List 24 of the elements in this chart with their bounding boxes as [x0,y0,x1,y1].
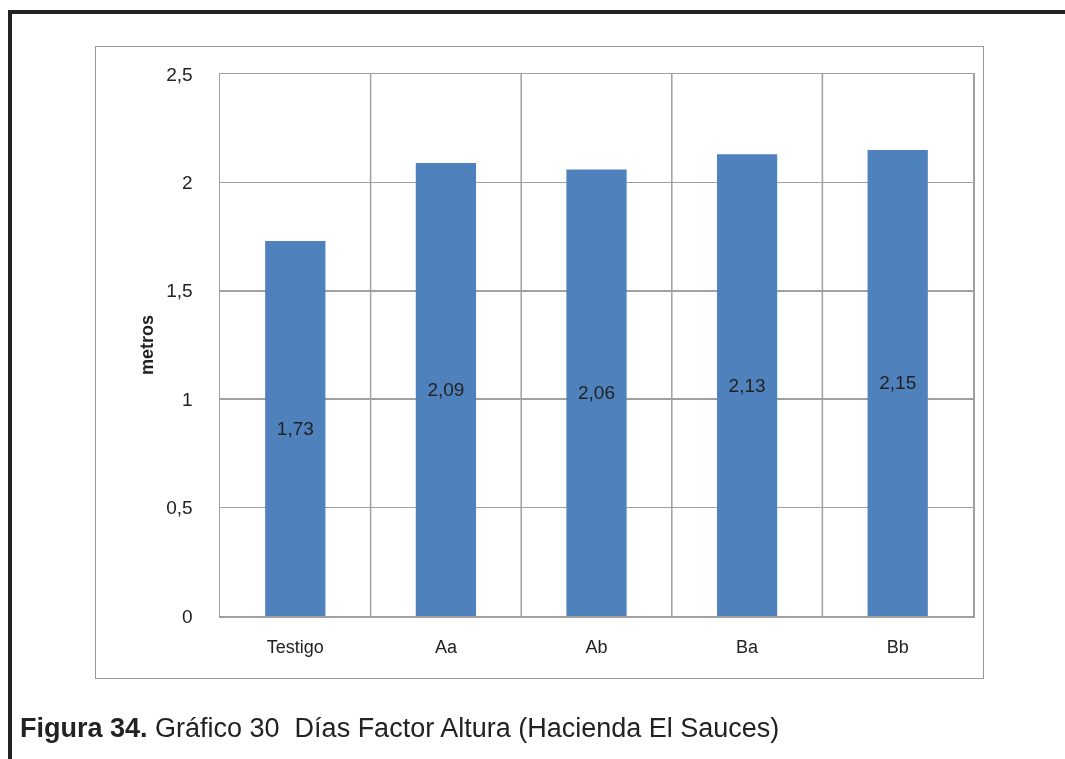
x-tick-label: Bb [886,637,909,658]
x-tick-label: Ab [585,637,608,658]
bar [867,149,928,616]
y-tick-label: 1 [182,388,193,410]
y-tick-label: 1,5 [166,280,193,302]
data-label: 2,15 [879,372,917,394]
data-label: 2,06 [578,382,615,404]
bar [566,169,627,616]
y-axis-title: metros [136,314,157,376]
data-label: 1,73 [276,417,314,439]
text: Gráfico 30 Días Factor Altura (Hacienda El Sauces) [155,713,780,743]
x-tick-label: Aa [434,637,458,658]
x-tick-label: Testigo [266,637,324,658]
bar [265,240,326,616]
bar [716,154,778,616]
y-tick-label: 2,5 [166,63,193,85]
y-tick-label: 0 [182,605,193,627]
text: Figura 34. [20,713,148,743]
y-tick-label: 2 [182,172,193,194]
data-label: 2,09 [427,378,465,400]
data-label: 2,13 [728,374,766,396]
x-tick-label: Ba [736,637,760,658]
bar [415,162,477,616]
y-tick-label: 0,5 [166,497,193,519]
